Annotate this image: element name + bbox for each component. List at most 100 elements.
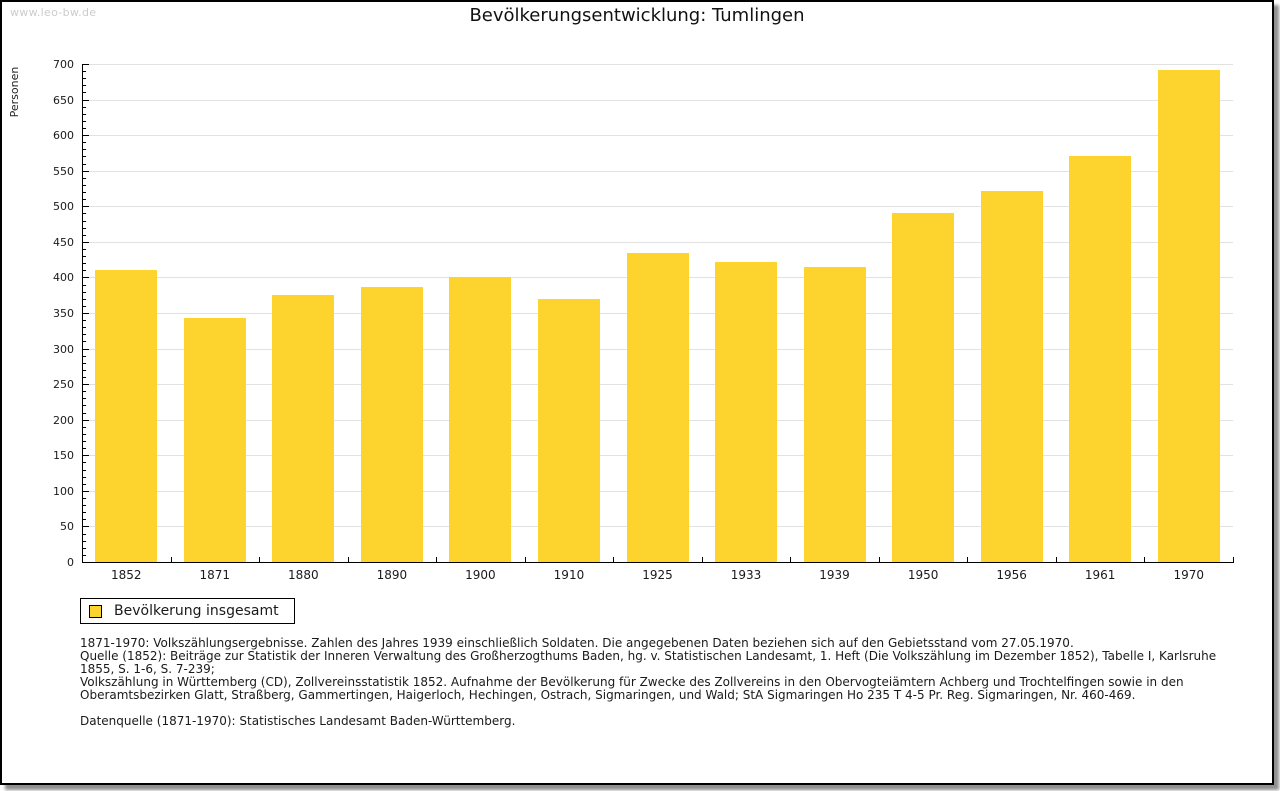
y-minor-tick (83, 426, 86, 428)
bar-1939 (803, 267, 866, 562)
x-boundary-tick (1055, 557, 1057, 562)
y-minor-tick (83, 78, 86, 80)
x-boundary-tick (259, 557, 261, 562)
y-minor-tick (83, 320, 86, 322)
y-minor-tick (83, 398, 86, 400)
x-axis-line (82, 562, 1234, 563)
y-tick-label: 300 (53, 342, 74, 356)
x-tick-label-1871: 1871 (199, 568, 231, 582)
x-tick-label-1910: 1910 (553, 568, 585, 582)
y-major-tick (83, 206, 89, 208)
y-major-tick (83, 526, 89, 528)
x-boundary-tick (613, 557, 615, 562)
y-major-tick (83, 313, 89, 314)
y-tick-label: 100 (53, 484, 74, 498)
y-major-tick (83, 64, 89, 65)
y-axis-line (82, 64, 83, 562)
y-minor-tick (83, 554, 86, 556)
y-minor-tick (83, 291, 86, 293)
y-minor-tick (83, 334, 86, 336)
y-major-tick (83, 277, 89, 279)
y-tick-label: 700 (53, 58, 74, 71)
gridline-500 (82, 206, 1233, 208)
watermark: www.leo-bw.de (10, 6, 97, 19)
x-tick-label-1852: 1852 (110, 568, 142, 582)
x-tick-label-1956: 1956 (996, 568, 1027, 582)
y-minor-tick (83, 106, 86, 108)
bar-1925 (626, 252, 689, 562)
y-minor-tick (83, 448, 86, 450)
y-minor-tick (83, 547, 86, 549)
x-boundary-tick (1144, 557, 1146, 562)
y-minor-tick (83, 284, 86, 286)
y-minor-tick (83, 355, 86, 357)
y-minor-tick (83, 184, 86, 186)
y-minor-tick (83, 142, 86, 144)
x-boundary-tick (170, 557, 172, 562)
y-tick-label: 50 (60, 520, 74, 534)
x-boundary-tick (1233, 557, 1234, 562)
y-minor-tick (83, 234, 86, 236)
bar-1890 (360, 287, 423, 562)
y-minor-tick (83, 519, 86, 521)
bar-1961 (1069, 156, 1132, 562)
y-minor-tick (83, 433, 86, 435)
y-minor-tick (83, 327, 86, 329)
y-minor-tick (83, 227, 86, 229)
bar-1956 (980, 190, 1043, 562)
y-tick-label: 600 (53, 129, 74, 143)
y-minor-tick (83, 149, 86, 151)
y-tick-label: 650 (53, 93, 74, 107)
y-minor-tick (83, 362, 86, 364)
x-boundary-tick (347, 557, 349, 562)
x-tick-label-1933: 1933 (730, 568, 762, 582)
y-minor-tick (83, 71, 86, 73)
y-minor-tick (83, 512, 86, 514)
gridline-700 (82, 64, 1233, 65)
y-minor-tick (83, 305, 86, 307)
bar-1950 (892, 213, 955, 562)
y-tick-label: 400 (53, 271, 74, 285)
x-boundary-tick (967, 557, 969, 562)
gridline-450 (82, 241, 1233, 243)
bar-1933 (715, 262, 778, 562)
x-boundary-tick (701, 557, 703, 562)
y-tick-label: 150 (53, 449, 74, 463)
y-tick-label: 0 (67, 556, 74, 569)
y-major-tick (83, 348, 89, 350)
y-minor-tick (83, 120, 86, 122)
y-minor-tick (83, 128, 86, 130)
y-minor-tick (83, 441, 86, 443)
y-minor-tick (83, 213, 86, 215)
chart-title: Bevölkerungsentwicklung: Tumlingen (469, 5, 805, 26)
x-boundary-tick (436, 557, 438, 562)
y-minor-tick (83, 220, 86, 222)
y-minor-tick (83, 270, 86, 272)
y-minor-tick (83, 113, 86, 115)
x-tick-label-1970: 1970 (1173, 568, 1204, 582)
y-minor-tick (83, 341, 86, 343)
x-boundary-tick (878, 557, 880, 562)
source-notes: 1871-1970: Volkszählungsergebnisse. Zahl… (80, 636, 1217, 728)
y-minor-tick (83, 540, 86, 542)
y-major-tick (83, 490, 89, 492)
y-minor-tick (83, 497, 86, 499)
legend-box: Bevölkerung insgesamt (80, 598, 295, 624)
bar-1910 (537, 299, 600, 562)
y-minor-tick (83, 92, 86, 94)
y-minor-tick (83, 412, 86, 414)
y-tick-label: 200 (53, 413, 74, 427)
bar-1852 (95, 270, 158, 562)
y-minor-tick (83, 163, 86, 165)
y-tick-label: 250 (53, 378, 74, 392)
y-major-tick (83, 455, 89, 457)
x-tick-label-1880: 1880 (288, 568, 319, 582)
y-major-tick (83, 99, 89, 101)
y-minor-tick (83, 256, 86, 258)
y-minor-tick (83, 483, 86, 485)
y-minor-tick (83, 369, 86, 371)
y-minor-tick (83, 405, 86, 407)
gridline-650 (82, 99, 1233, 101)
y-minor-tick (83, 469, 86, 471)
